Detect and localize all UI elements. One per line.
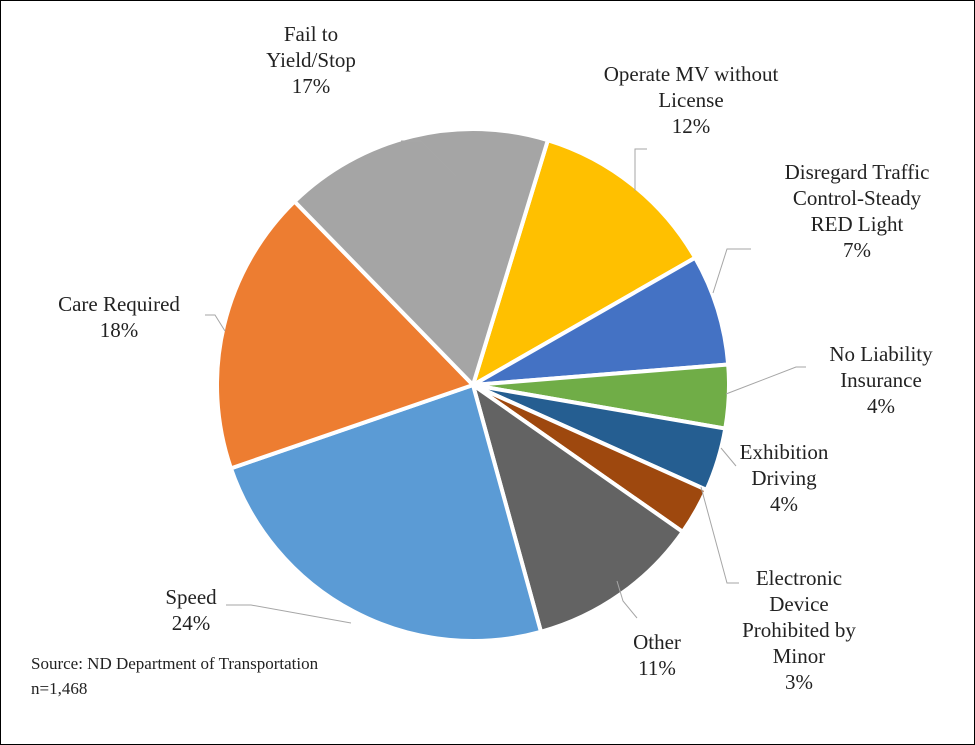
pie-slice: [215, 198, 477, 471]
category-name: Other: [633, 630, 681, 654]
category-name: Care Required: [58, 292, 180, 316]
percent-label: 3%: [785, 670, 813, 694]
leader-line: [205, 314, 226, 332]
pie-slice: [291, 127, 551, 389]
percent-label: 18%: [99, 318, 139, 342]
pie-slice: [472, 255, 731, 387]
category-name: Disregard Traffic Control-Steady RED Lig…: [784, 160, 930, 236]
percent-label: 4%: [770, 492, 798, 516]
category-name: Speed: [165, 585, 217, 609]
source-note: Source: ND Department of Transportation: [31, 654, 319, 673]
slice-label: Exhibition Driving 4%: [724, 439, 844, 517]
category-name: Exhibition Driving: [739, 440, 829, 490]
percent-label: 24%: [171, 611, 211, 635]
slice-label: Other 11%: [622, 629, 692, 681]
percent-label: 17%: [291, 74, 331, 98]
leader-line: [720, 447, 737, 467]
category-name: No Liability Insurance: [829, 342, 933, 392]
slice-label: Operate MV without License 12%: [601, 61, 781, 139]
slice-label: No Liability Insurance 4%: [811, 341, 951, 419]
leader-line: [712, 248, 751, 294]
leader-line: [616, 580, 638, 619]
slice-label: Electronic Device Prohibited by Minor 3%: [732, 565, 867, 695]
slice-label: Disregard Traffic Control-Steady RED Lig…: [781, 159, 933, 263]
pie-slice: [469, 137, 698, 390]
leader-line: [700, 486, 739, 584]
category-name: Fail to Yield/Stop: [266, 22, 356, 72]
category-name: Electronic Device Prohibited by Minor: [742, 566, 856, 668]
leader-line: [226, 604, 352, 624]
count-note: n=1,468: [31, 679, 88, 698]
slices: [215, 127, 731, 643]
category-name: Operate MV without License: [603, 62, 779, 112]
leader-line: [725, 366, 806, 395]
leader-line: [401, 140, 457, 177]
slice-label: Care Required 18%: [19, 291, 219, 343]
percent-label: 7%: [843, 238, 871, 262]
percent-label: 12%: [671, 114, 711, 138]
slice-label: Speed 24%: [146, 584, 236, 636]
leader-line: [634, 148, 647, 191]
percent-label: 11%: [638, 656, 676, 680]
slice-label: Fail to Yield/Stop 17%: [254, 21, 369, 99]
percent-label: 4%: [867, 394, 895, 418]
pie-slice: [228, 382, 544, 643]
